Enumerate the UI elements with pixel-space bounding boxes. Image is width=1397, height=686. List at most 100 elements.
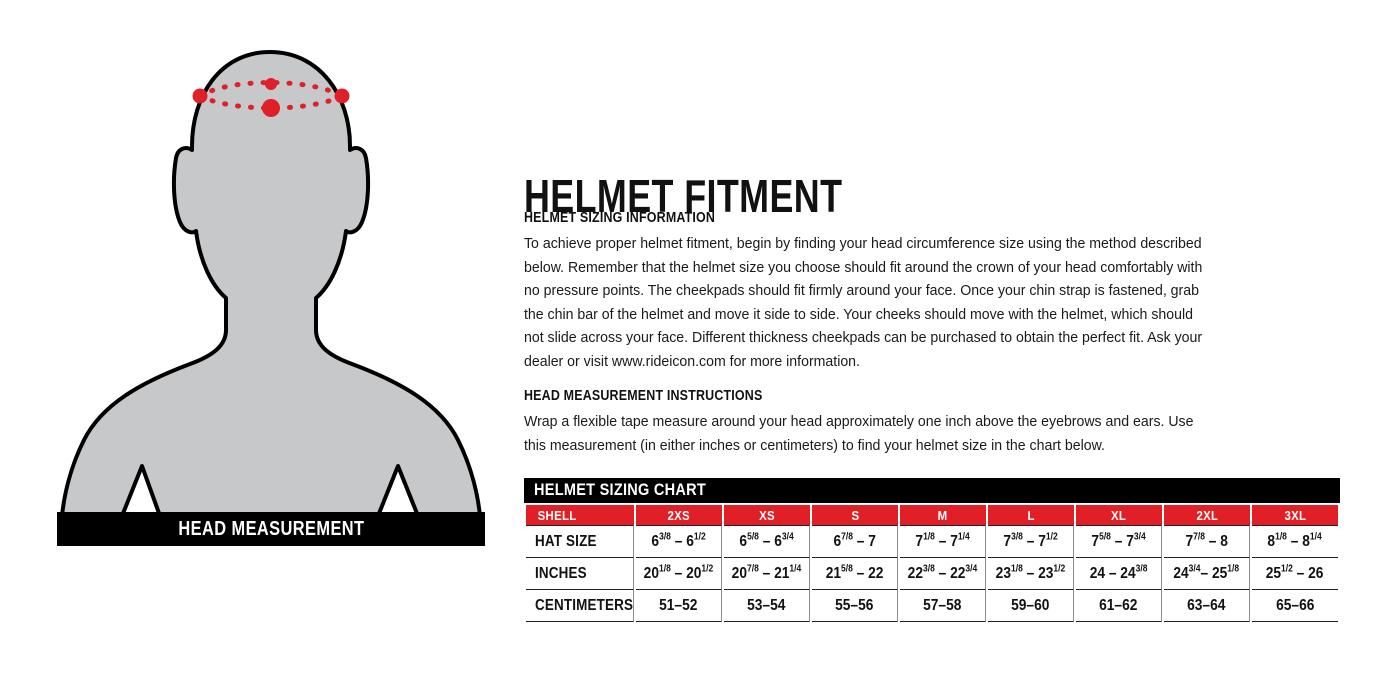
sizing-chart-title: HELMET SIZING CHART	[534, 481, 706, 499]
page-title: HELMET FITMENT	[524, 169, 843, 222]
table-cell-value: 57–58	[923, 596, 962, 614]
head-measurement-banner-label: HEAD MEASUREMENT	[177, 517, 365, 540]
table-cell-value: 81/8 – 81/4	[1267, 531, 1323, 550]
sizing-column-header-m: M	[900, 505, 986, 525]
table-cell-value: 59–60	[1011, 596, 1050, 614]
table-cell: 65–66	[1252, 590, 1338, 622]
sizing-column-header-3xl: 3XL	[1252, 505, 1338, 525]
column-header-label: XL	[1111, 507, 1127, 523]
column-header-label: XS	[759, 507, 775, 523]
table-row: INCHES 201/8 – 201/2 207/8 – 211/4 215/8 – …	[526, 558, 1338, 590]
sizing-table-header-row: SHELL 2XS XS S M L XL 2XL 3XL	[526, 505, 1338, 525]
body-silhouette	[60, 50, 482, 518]
table-cell-value: 231/8 – 231/2	[995, 563, 1066, 582]
row-label-hat-size: HAT SIZE	[526, 525, 634, 558]
column-header-label: 2XL	[1196, 507, 1218, 523]
head-measurement-banner: HEAD MEASUREMENT	[57, 512, 485, 546]
table-cell: 77/8 – 8	[1164, 525, 1250, 558]
sizing-column-header-l: L	[988, 505, 1074, 525]
column-header-label: S	[851, 507, 859, 523]
sizing-column-header-2xl: 2XL	[1164, 505, 1250, 525]
table-cell: 201/8 – 201/2	[636, 558, 722, 590]
table-cell-value: 71/8 – 71/4	[915, 531, 970, 550]
column-header-label: L	[1027, 507, 1035, 523]
table-cell-value: 63/8 – 61/2	[651, 531, 706, 550]
table-cell: 215/8 – 22	[812, 558, 898, 590]
table-cell-value: 215/8 – 22	[825, 563, 884, 582]
table-cell: 59–60	[988, 590, 1074, 622]
table-cell-value: 201/8 – 201/2	[643, 563, 714, 582]
table-cell: 65/8 – 63/4	[724, 525, 810, 558]
sizing-column-header-s: S	[812, 505, 898, 525]
measurement-arc-upper	[197, 80, 345, 99]
sizing-chart-title-bar: HELMET SIZING CHART	[524, 478, 1340, 503]
table-cell-value: 61–62	[1099, 596, 1138, 614]
table-cell-value: 63–64	[1187, 596, 1226, 614]
sizing-information-body: To achieve proper helmet fitment, begin …	[524, 235, 1203, 370]
measurement-instructions-body: Wrap a flexible tape measure around your…	[524, 413, 1194, 454]
sizing-column-header-xl: XL	[1076, 505, 1162, 525]
row-label-text: HAT SIZE	[535, 532, 597, 550]
table-cell: 251/2 – 26	[1252, 558, 1338, 590]
sizing-column-header-xs: XS	[724, 505, 810, 525]
table-cell-value: 24 – 243/8	[1089, 563, 1148, 582]
table-cell: 223/8 – 223/4	[900, 558, 986, 590]
measurement-arc-lower	[197, 93, 345, 111]
table-cell: 243/4– 251/8	[1164, 558, 1250, 590]
table-cell: 75/8 – 73/4	[1076, 525, 1162, 558]
measurement-instructions-heading: HEAD MEASUREMENT INSTRUCTIONS	[524, 388, 763, 404]
row-label-text: INCHES	[535, 564, 587, 582]
table-row: HAT SIZE 63/8 – 61/2 65/8 – 63/4 67/8 – 7 71…	[526, 525, 1338, 558]
table-cell: 81/8 – 81/4	[1252, 525, 1338, 558]
head-illustration-panel: HEAD MEASUREMENT	[0, 0, 520, 686]
table-cell-value: 51–52	[659, 596, 698, 614]
table-cell: 73/8 – 71/2	[988, 525, 1074, 558]
table-cell: 57–58	[900, 590, 986, 622]
head-measurement-instructions-section: HEAD MEASUREMENT INSTRUCTIONS Wrap a fle…	[524, 388, 1214, 457]
row-label-text: CENTIMETERS	[535, 596, 634, 614]
table-cell: 63–64	[1164, 590, 1250, 622]
sizing-information-heading: HELMET SIZING INFORMATION	[524, 210, 716, 226]
measurement-dot-right	[334, 88, 350, 104]
sizing-column-header-2xs: 2XS	[636, 505, 722, 525]
content-panel: HELMET FITMENT HELMET SIZING INFORMATION…	[524, 0, 1344, 686]
table-cell: 61–62	[1076, 590, 1162, 622]
table-cell-value: 223/8 – 223/4	[907, 563, 978, 582]
sizing-table: SHELL 2XS XS S M L XL 2XL 3XL HAT SIZE 63/8 – 61/…	[524, 505, 1340, 622]
sizing-column-header-shell: SHELL	[526, 505, 634, 525]
table-cell: 24 – 243/8	[1076, 558, 1162, 590]
column-header-label: M	[938, 507, 948, 523]
table-cell: 51–52	[636, 590, 722, 622]
table-cell-value: 243/4– 251/8	[1173, 563, 1240, 582]
table-cell: 207/8 – 211/4	[724, 558, 810, 590]
table-cell: 53–54	[724, 590, 810, 622]
sizing-table-body: HAT SIZE 63/8 – 61/2 65/8 – 63/4 67/8 – 7 71…	[526, 525, 1338, 622]
table-cell-value: 65–66	[1275, 596, 1315, 614]
table-cell: 71/8 – 71/4	[900, 525, 986, 558]
column-header-label: 3XL	[1284, 507, 1306, 523]
table-cell-value: 73/8 – 71/2	[1003, 531, 1058, 550]
table-cell: 67/8 – 7	[812, 525, 898, 558]
table-cell: 55–56	[812, 590, 898, 622]
table-cell-value: 67/8 – 7	[833, 531, 876, 550]
row-label-inches: INCHES	[526, 558, 634, 590]
table-row: CENTIMETERS 51–52 53–54 55–56 57–58 59–60 61–6…	[526, 590, 1338, 622]
table-cell: 231/8 – 231/2	[988, 558, 1074, 590]
table-cell-value: 207/8 – 211/4	[731, 563, 802, 582]
helmet-sizing-chart: HELMET SIZING CHART SHELL 2XS XS S M L XL 2XL 3X…	[524, 478, 1340, 622]
table-cell-value: 75/8 – 73/4	[1091, 531, 1146, 550]
table-cell: 63/8 – 61/2	[636, 525, 722, 558]
column-header-label: SHELL	[537, 507, 577, 523]
table-cell-value: 53–54	[747, 596, 786, 614]
table-cell-value: 77/8 – 8	[1185, 531, 1228, 550]
measurement-dot-left	[192, 88, 208, 104]
head-and-torso-figure	[60, 50, 482, 518]
column-header-label: 2XS	[667, 507, 691, 523]
table-cell-value: 55–56	[835, 596, 874, 614]
table-cell-value: 65/8 – 63/4	[739, 531, 794, 550]
measurement-dot-top-center	[265, 78, 277, 90]
measurement-dot-bottom-center	[262, 99, 280, 117]
sizing-table-head: SHELL 2XS XS S M L XL 2XL 3XL	[526, 505, 1338, 525]
row-label-centimeters: CENTIMETERS	[526, 590, 634, 622]
table-cell-value: 251/2 – 26	[1266, 563, 1324, 582]
